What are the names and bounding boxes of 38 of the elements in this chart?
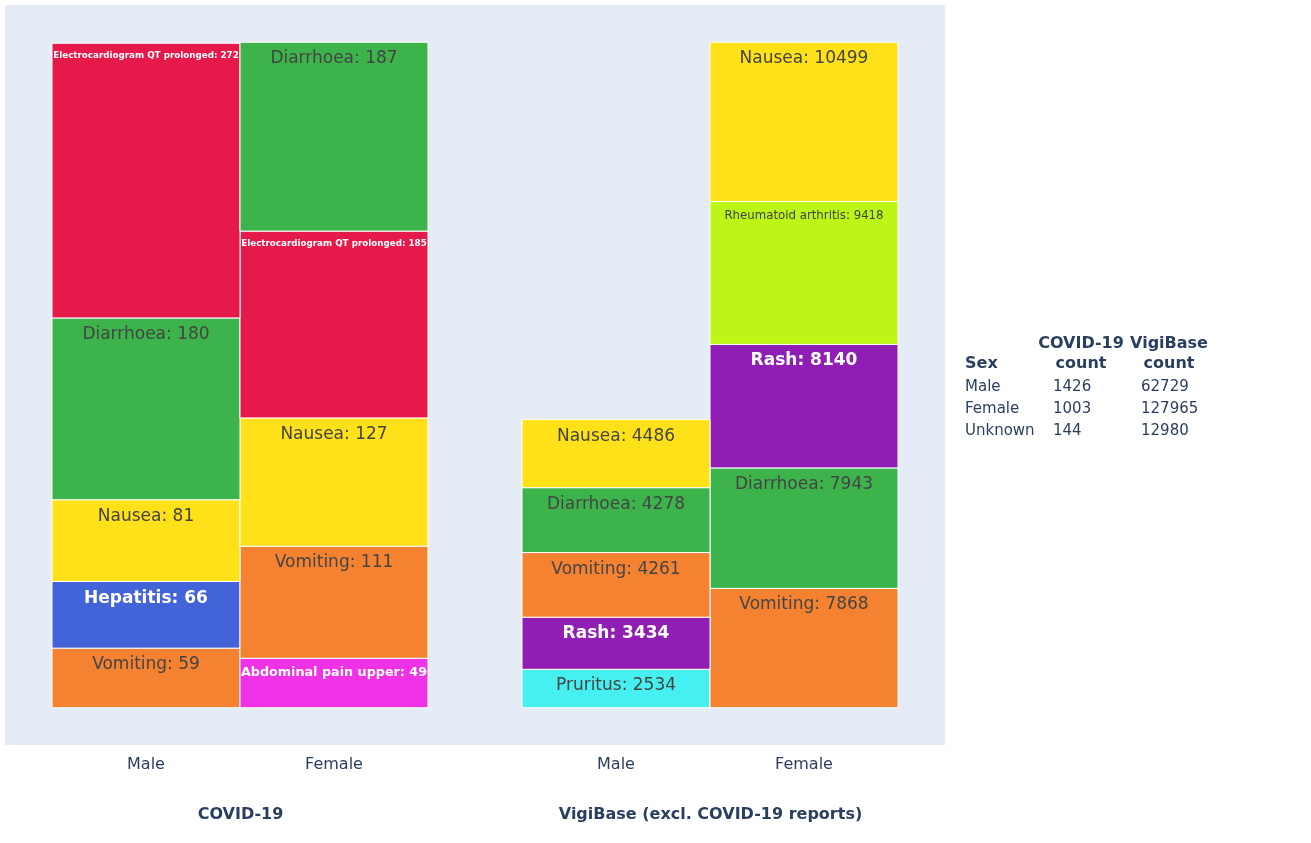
x-tick-label: Female xyxy=(305,753,363,773)
text: 62729 xyxy=(1141,377,1189,395)
x-axis-title: COVID-19 xyxy=(197,803,284,823)
text: 1426 xyxy=(1053,377,1092,395)
data-label: Diarrhoea: 187 xyxy=(270,47,398,68)
data-label: Nausea: 81 xyxy=(97,504,195,525)
data-label: Nausea: 4486 xyxy=(556,424,676,445)
data-label: Hepatitis: 66 xyxy=(84,586,208,607)
data-label: Electrocardiogram QT prolonged: 185 xyxy=(241,238,427,249)
data-label: Nausea: 10499 xyxy=(739,47,869,68)
data-label: Diarrhoea: 4278 xyxy=(546,492,686,513)
x-tick-label: Male xyxy=(597,753,635,773)
data-label: Vomiting: 111 xyxy=(274,551,394,572)
data-label: Pruritus: 2534 xyxy=(555,674,677,695)
data-label: Diarrhoea: 7943 xyxy=(734,472,874,493)
data-label: Rash: 3434 xyxy=(562,622,670,643)
data-label: Rash: 8140 xyxy=(750,349,858,370)
data-label: Vomiting: 4261 xyxy=(551,557,681,578)
text: Male xyxy=(965,377,1001,395)
data-label: Rheumatoid arthritis: 9418 xyxy=(724,207,884,222)
data-label: Vomiting: 7868 xyxy=(739,593,869,614)
x-tick-label: Male xyxy=(127,753,165,773)
data-label: Electrocardiogram QT prolonged: 272 xyxy=(53,50,239,61)
text: 1003 xyxy=(1053,399,1092,417)
text: 127965 xyxy=(1141,399,1199,417)
x-tick-label: Female xyxy=(775,753,833,773)
text: COVID-19 count xyxy=(1038,333,1124,372)
text: 12980 xyxy=(1141,421,1189,439)
data-label: Diarrhoea: 180 xyxy=(82,322,210,343)
text: Female xyxy=(965,399,1020,417)
text: Unknown xyxy=(965,421,1035,439)
x-axis-title: VigiBase (excl. COVID-19 reports) xyxy=(558,803,863,823)
text: Sex xyxy=(965,353,999,372)
data-label: Nausea: 127 xyxy=(280,422,388,443)
data-label: Abdominal pain upper: 49 xyxy=(240,664,428,680)
text: 144 xyxy=(1053,421,1082,439)
text: VigiBase count xyxy=(1130,333,1209,372)
data-label: Vomiting: 59 xyxy=(92,653,200,674)
